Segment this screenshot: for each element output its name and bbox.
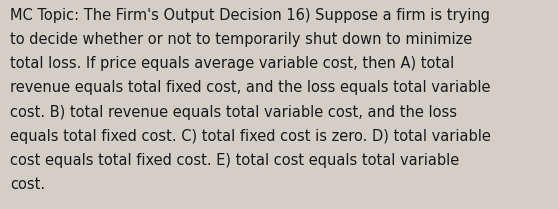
Text: equals total fixed cost. C) total fixed cost is zero. D) total variable: equals total fixed cost. C) total fixed … <box>10 129 491 144</box>
Text: to decide whether or not to temporarily shut down to minimize: to decide whether or not to temporarily … <box>10 32 472 47</box>
Text: cost equals total fixed cost. E) total cost equals total variable: cost equals total fixed cost. E) total c… <box>10 153 459 168</box>
Text: MC Topic: The Firm's Output Decision 16) Suppose a firm is trying: MC Topic: The Firm's Output Decision 16)… <box>10 8 490 23</box>
Text: revenue equals total fixed cost, and the loss equals total variable: revenue equals total fixed cost, and the… <box>10 80 490 96</box>
Text: cost. B) total revenue equals total variable cost, and the loss: cost. B) total revenue equals total vari… <box>10 104 457 120</box>
Text: total loss. If price equals average variable cost, then A) total: total loss. If price equals average vari… <box>10 56 454 71</box>
Text: cost.: cost. <box>10 177 45 192</box>
